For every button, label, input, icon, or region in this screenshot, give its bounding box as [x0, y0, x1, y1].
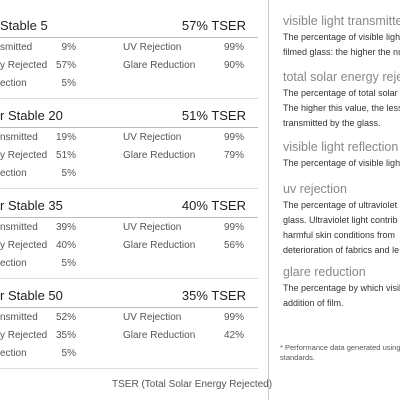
- spec-label: y Rejected: [0, 150, 48, 161]
- glossary-heading: visible light reflection: [283, 140, 399, 154]
- glossary-text: glass. Ultraviolet light contrib: [283, 215, 398, 225]
- spec-label: smitted: [0, 42, 33, 53]
- spec-value: 5%: [61, 168, 76, 179]
- spec-label: nsmitted: [0, 132, 38, 143]
- spec-value: 79%: [223, 150, 244, 161]
- spec-value: 57%: [55, 60, 76, 71]
- spec-value: 99%: [223, 132, 244, 143]
- spec-label: nsmitted: [0, 312, 38, 323]
- glossary-text: harmful skin conditions from: [283, 230, 396, 240]
- glossary-text: filmed glass: the higher the nu: [283, 47, 400, 57]
- section-rule: [0, 278, 258, 279]
- footer-note: TSER (Total Solar Energy Rejected): [112, 379, 273, 390]
- spec-label: Glare Reduction: [123, 330, 196, 341]
- glossary-heading: visible light transmitte: [283, 14, 400, 28]
- header-rule: [0, 307, 258, 308]
- spec-value: 5%: [61, 258, 76, 269]
- glossary-text: The percentage by which visibl: [283, 283, 400, 293]
- spec-label: y Rejected: [0, 330, 48, 341]
- header-rule: [0, 127, 258, 128]
- spec-label: ection: [0, 78, 27, 89]
- spec-value: 56%: [223, 240, 244, 251]
- spec-value: 99%: [223, 222, 244, 233]
- spec-label: Glare Reduction: [123, 240, 196, 251]
- spec-label: ection: [0, 258, 27, 269]
- product-tser: 40% TSER: [181, 198, 246, 213]
- glossary-heading: total solar energy rejec: [283, 70, 400, 84]
- spec-label: UV Rejection: [123, 222, 182, 233]
- footnote-line: standards.: [280, 353, 316, 362]
- product-name: r Stable 20: [0, 108, 63, 123]
- spec-label: y Rejected: [0, 240, 48, 251]
- section-rule: [0, 368, 258, 369]
- spec-label: ection: [0, 348, 27, 359]
- product-tser: 35% TSER: [181, 288, 246, 303]
- spec-value: 35%: [55, 330, 76, 341]
- spec-label: Glare Reduction: [123, 60, 196, 71]
- glossary-text: transmitted by the glass.: [283, 118, 381, 128]
- spec-value: 19%: [55, 132, 76, 143]
- spec-label: UV Rejection: [123, 42, 182, 53]
- spec-value: 5%: [61, 78, 76, 89]
- spec-value: 52%: [55, 312, 76, 323]
- glossary-text: The percentage of ultraviolet l: [283, 200, 400, 210]
- section-rule: [0, 98, 258, 99]
- spec-value: 40%: [55, 240, 76, 251]
- product-name: Stable 5: [0, 18, 48, 33]
- section-rule: [0, 188, 258, 189]
- spec-label: Glare Reduction: [123, 150, 196, 161]
- header-rule: [0, 217, 258, 218]
- spec-value: 90%: [223, 60, 244, 71]
- glossary-heading: glare reduction: [283, 265, 366, 279]
- glossary-text: addition of film.: [283, 298, 344, 308]
- spec-label: ection: [0, 168, 27, 179]
- product-tser: 57% TSER: [181, 18, 246, 33]
- spec-value: 39%: [55, 222, 76, 233]
- spec-label: UV Rejection: [123, 312, 182, 323]
- spec-value: 99%: [223, 312, 244, 323]
- product-name: r Stable 35: [0, 198, 63, 213]
- spec-label: UV Rejection: [123, 132, 182, 143]
- glossary-text: The higher this value, the less: [283, 103, 400, 113]
- spec-value: 9%: [61, 42, 76, 53]
- header-rule: [0, 37, 258, 38]
- glossary-text: The percentage of visible light: [283, 158, 400, 168]
- divider: [268, 0, 269, 400]
- spec-value: 51%: [55, 150, 76, 161]
- glossary-heading: uv rejection: [283, 182, 347, 196]
- spec-value: 5%: [61, 348, 76, 359]
- glossary-text: The percentage of visible ligh: [283, 32, 400, 42]
- glossary-text: The percentage of total solar e: [283, 88, 400, 98]
- footnote-line: * Performance data generated using: [280, 343, 400, 352]
- product-tser: 51% TSER: [181, 108, 246, 123]
- product-name: r Stable 50: [0, 288, 63, 303]
- footnote: * Performance data generated using stand…: [280, 343, 400, 363]
- spec-label: y Rejected: [0, 60, 48, 71]
- spec-value: 99%: [223, 42, 244, 53]
- glossary-text: deterioration of fabrics and le: [283, 245, 400, 255]
- spec-label: nsmitted: [0, 222, 38, 233]
- spec-value: 42%: [223, 330, 244, 341]
